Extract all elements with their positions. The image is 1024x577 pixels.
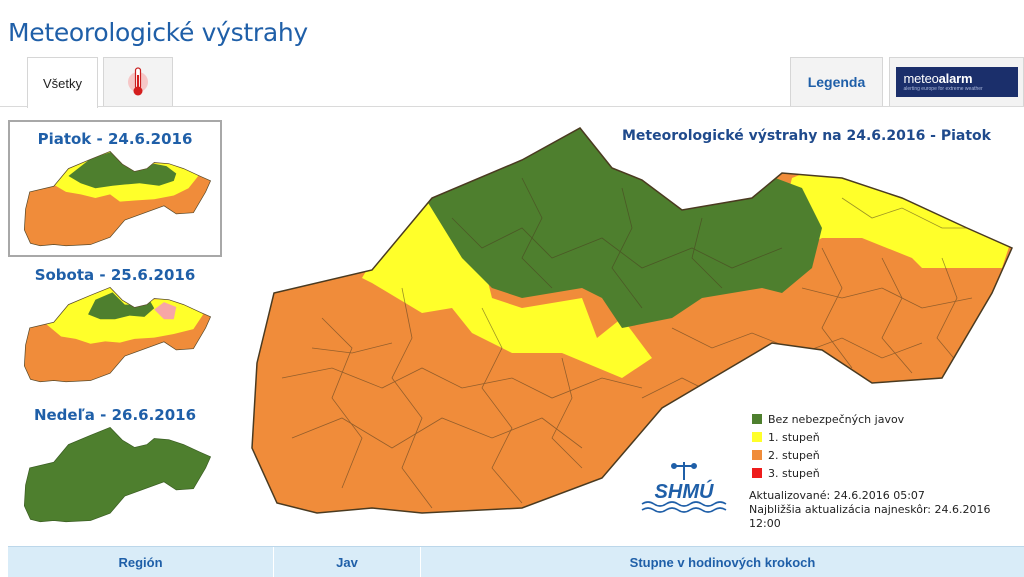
tab-legend-label: Legenda	[807, 74, 866, 90]
legend-item-level-1: 1. stupeň	[752, 428, 904, 446]
day-panel-sunday[interactable]: Nedeľa - 26.6.2016	[8, 402, 222, 532]
column-header-phenomenon[interactable]: Jav	[274, 547, 421, 577]
shmu-logo: SHMÚ	[641, 462, 727, 513]
warning-map	[251, 127, 1013, 514]
tab-all-label: Všetky	[42, 75, 82, 91]
region-level-1-east	[782, 158, 1012, 268]
tab-temperature[interactable]	[103, 57, 173, 106]
tab-legend[interactable]: Legenda	[790, 57, 883, 106]
day-title: Sobota - 25.6.2016	[34, 266, 196, 284]
next-update-text: Najbližšia aktualizácia najneskôr: 24.6.…	[749, 503, 991, 530]
legend-item-level-3: 3. stupeň	[752, 464, 904, 482]
day-panel-friday[interactable]: Piatok - 24.6.2016	[8, 120, 222, 257]
meteoalarm-logo: meteoalarm alerting europe for extreme w…	[895, 67, 1018, 97]
updated-text: Aktualizované: 24.6.2016 05:07	[749, 489, 925, 502]
column-header-region[interactable]: Región	[8, 547, 274, 577]
tabbar-divider	[0, 106, 1024, 107]
page-title: Meteorologické výstrahy	[8, 18, 308, 47]
legend-item-level-2: 2. stupeň	[752, 446, 904, 464]
legend-swatch	[752, 450, 762, 460]
mini-map-sunday	[23, 427, 212, 523]
column-header-levels[interactable]: Stupne v hodinových krokoch	[629, 554, 816, 570]
tab-all[interactable]: Všetky	[27, 57, 98, 108]
legend-swatch	[752, 414, 762, 424]
day-title: Piatok - 24.6.2016	[37, 130, 193, 148]
legend-swatch	[752, 468, 762, 478]
mini-map-saturday	[23, 287, 212, 383]
legend-item-none: Bez nebezpečných javov	[752, 410, 904, 428]
mini-map-friday	[23, 151, 212, 247]
region-no-warning	[422, 128, 822, 328]
warnings-table-header: Región Jav Stupne v hodinových krokoch	[8, 546, 1024, 577]
update-info: Aktualizované: 24.6.2016 05:07 Najbližši…	[749, 489, 1024, 531]
tab-meteoalarm[interactable]: meteoalarm alerting europe for extreme w…	[889, 57, 1024, 106]
day-panel-saturday[interactable]: Sobota - 25.6.2016	[8, 262, 222, 392]
map-title: Meteorologické výstrahy na 24.6.2016 - P…	[622, 128, 991, 144]
region-level-1-west	[362, 193, 652, 378]
day-title: Nedeľa - 26.6.2016	[33, 406, 197, 424]
svg-text:SHMÚ: SHMÚ	[655, 479, 714, 503]
map-legend: Bez nebezpečných javov 1. stupeň 2. stup…	[752, 410, 904, 482]
thermometer-icon	[128, 67, 148, 96]
legend-swatch	[752, 432, 762, 442]
